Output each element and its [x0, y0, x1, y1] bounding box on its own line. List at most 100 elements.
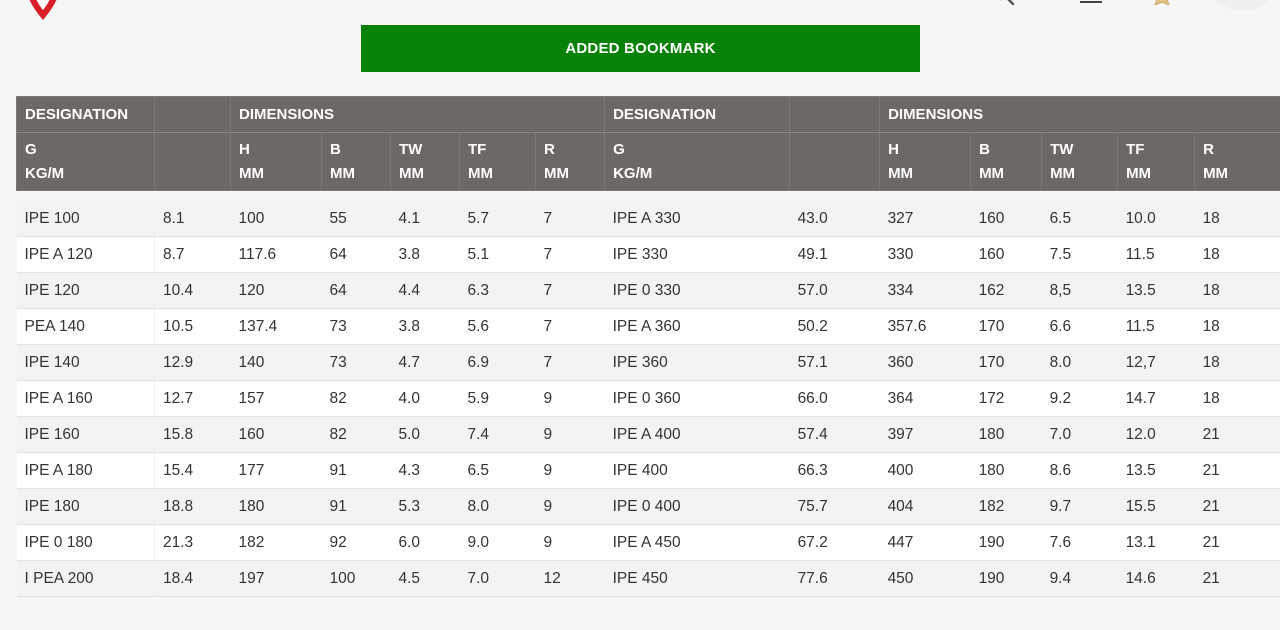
table-cell: 8.1 [154, 201, 231, 237]
table-cell: 4.4 [390, 272, 460, 309]
table-cell: 120 [230, 272, 322, 309]
table-cell: IPE A 180 [16, 452, 155, 489]
table-cell: 57.4 [789, 416, 880, 453]
table-cell: 357.6 [879, 308, 971, 345]
table-cell: 182 [230, 524, 322, 561]
column-header: TW MM [1041, 132, 1119, 191]
column-header: R MM [534, 132, 606, 191]
table-cell: 5.6 [459, 308, 536, 345]
table-cell: 6.5 [1041, 201, 1118, 237]
table-cell: 7 [535, 308, 605, 345]
table-cell: IPE A 120 [16, 236, 155, 273]
table-cell: 55 [321, 201, 391, 237]
table-row: IPE 140 12.9 140 73 4.7 6.9 7 IPE 360 57.1 360 170… [16, 344, 1280, 381]
table-cell: 21 [1194, 560, 1280, 597]
table-cell: 13.5 [1117, 272, 1195, 309]
table-cell: IPE A 160 [16, 380, 155, 417]
table-cell: 100 [230, 201, 322, 237]
table-cell: 8.0 [459, 488, 536, 525]
table-cell: 50.2 [789, 308, 880, 345]
table-cell: 140 [230, 344, 322, 381]
table-cell: 5.7 [459, 201, 536, 237]
table-cell: IPE 0 360 [604, 380, 790, 417]
table-cell: 57.1 [789, 344, 880, 381]
table-cell: 15.5 [1117, 488, 1195, 525]
search-icon[interactable] [992, 0, 1016, 6]
table-cell: 7.0 [459, 560, 536, 597]
table-cell: IPE 330 [604, 236, 790, 273]
table-cell: 172 [970, 380, 1042, 417]
column-header: TF MM [459, 132, 536, 191]
table-cell: 7.4 [459, 416, 536, 453]
table-cell: 12.7 [154, 380, 231, 417]
table-cell: 6.3 [459, 272, 536, 309]
table-cell: 18.8 [154, 488, 231, 525]
table-cell: 334 [879, 272, 971, 309]
table-cell: IPE A 450 [604, 524, 790, 561]
table-cell: 400 [879, 452, 971, 489]
table-row: IPE 160 15.8 160 82 5.0 7.4 9 IPE A 400 57.4 397 1… [16, 416, 1280, 453]
table-cell: 8.0 [1041, 344, 1118, 381]
table-cell: 14.6 [1117, 560, 1195, 597]
table-cell: IPE 450 [604, 560, 790, 597]
table-cell: 9.4 [1041, 560, 1118, 597]
table-row: IPE 0 180 21.3 182 92 6.0 9.0 9 IPE A 450 67.2 44… [16, 524, 1280, 561]
table-cell: 75.7 [789, 488, 880, 525]
table-cell: 43.0 [789, 201, 880, 237]
table-cell: 157 [230, 380, 322, 417]
table-row: I PEA 200 18.4 197 100 4.5 7.0 12 IPE 450 77.6 45… [16, 560, 1280, 597]
column-header: H MM [879, 132, 972, 191]
table-row: IPE 120 10.4 120 64 4.4 6.3 7 IPE 0 330 57.0 334 1… [16, 272, 1280, 309]
table-cell: 9.7 [1041, 488, 1118, 525]
table-cell: 10.5 [154, 308, 231, 345]
column-header: B MM [970, 132, 1043, 191]
table-cell: 7 [535, 344, 605, 381]
table-cell: 12.0 [1117, 416, 1195, 453]
table-cell: 82 [321, 416, 391, 453]
table-cell: 6.9 [459, 344, 536, 381]
table-cell: 450 [879, 560, 971, 597]
table-cell: 5.1 [459, 236, 536, 273]
table-cell: 7.6 [1041, 524, 1118, 561]
table-cell: 11.5 [1117, 236, 1195, 273]
table-cell: 21.3 [154, 524, 231, 561]
table-cell: IPE 180 [16, 488, 155, 525]
table-cell: 21 [1194, 524, 1280, 561]
table-cell: 6.5 [459, 452, 536, 489]
menu-icon[interactable] [1080, 0, 1102, 3]
table-cell: 9.2 [1041, 380, 1118, 417]
table-cell: 64 [321, 272, 391, 309]
table-cell: 170 [970, 308, 1042, 345]
group-header-dimensions: DIMENSIONS [879, 96, 1280, 133]
table-cell: 7.5 [1041, 236, 1118, 273]
table-cell: IPE 100 [16, 201, 155, 237]
table-cell: IPE A 400 [604, 416, 790, 453]
table-cell: 447 [879, 524, 971, 561]
table-cell: 21 [1194, 488, 1280, 525]
brand-logo[interactable] [22, 0, 64, 20]
table-cell: 18 [1194, 308, 1280, 345]
table-cell: 12 [535, 560, 605, 597]
star-icon[interactable] [1150, 0, 1174, 6]
table-cell: 15.8 [154, 416, 231, 453]
table-cell: 9.0 [459, 524, 536, 561]
table-cell: 4.7 [390, 344, 460, 381]
table-row: IPE A 180 15.4 177 91 4.3 6.5 9 IPE 400 66.3 400 1… [16, 452, 1280, 489]
table-cell: 180 [970, 416, 1042, 453]
table-cell: 190 [970, 560, 1042, 597]
table-cell: 6.0 [390, 524, 460, 561]
table-cell: IPE A 330 [604, 201, 790, 237]
group-header-designation: DESIGNATION [16, 96, 155, 133]
table-cell: 180 [970, 452, 1042, 489]
table-cell: 190 [970, 524, 1042, 561]
table-cell: 137.4 [230, 308, 322, 345]
table-cell: IPE A 360 [604, 308, 790, 345]
table-cell: 7 [535, 272, 605, 309]
table-cell: 91 [321, 488, 391, 525]
column-header [154, 132, 231, 191]
table-row: PEA 140 10.5 137.4 73 3.8 5.6 7 IPE A 360 50.2 35… [16, 308, 1280, 345]
table-cell: 100 [321, 560, 391, 597]
avatar[interactable] [1212, 0, 1274, 10]
table-cell: 170 [970, 344, 1042, 381]
